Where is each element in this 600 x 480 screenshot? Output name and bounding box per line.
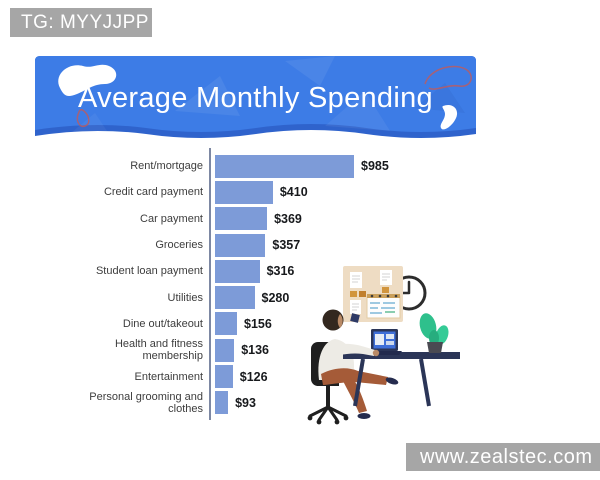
category-label: Dine out/takeout <box>122 317 203 330</box>
bar-row: Utilities $280 <box>57 284 477 310</box>
category-label: Rent/mortgage <box>130 160 203 173</box>
value-label: $985 <box>361 159 389 174</box>
website-badge: www.zealstec.com <box>406 443 600 471</box>
banner-triangle-decoration <box>415 83 465 113</box>
person-leg-crossed <box>321 368 388 385</box>
value-label: $316 <box>266 264 295 279</box>
category-label: Entertainment <box>134 370 203 383</box>
value-label: $410 <box>279 185 308 200</box>
chart-axis-line <box>209 148 211 420</box>
bar-row: Student loan payment $316 <box>57 258 477 284</box>
desk-icon <box>343 352 460 407</box>
bar-row: Entertainment $126 <box>57 363 477 389</box>
value-label: $136 <box>241 343 269 358</box>
banner-wave-main <box>35 56 476 132</box>
person-figure <box>318 309 399 419</box>
bar <box>215 233 266 257</box>
person-shoe <box>357 413 371 419</box>
category-label: Personal grooming and clothes <box>89 390 203 415</box>
desk-illustration <box>307 266 460 425</box>
banner-blob-decoration <box>58 64 117 96</box>
bar <box>215 207 268 231</box>
value-label: $357 <box>272 238 301 253</box>
bar <box>215 365 233 389</box>
banner-doodle-decoration <box>76 109 90 128</box>
bar <box>215 154 354 178</box>
category-label: Utilities <box>167 291 203 304</box>
bar-rows: Rent/mortgage $985 Credit card payment $410… <box>57 153 477 416</box>
bar-row: Dine out/takeout $156 <box>57 311 477 337</box>
value-label: $126 <box>239 369 268 384</box>
bar-row: Personal grooming and clothes $93 <box>57 390 477 416</box>
plant-icon <box>419 313 449 353</box>
banner-comma-decoration <box>440 104 458 130</box>
value-label: $93 <box>235 395 256 410</box>
value-label: $156 <box>244 316 272 331</box>
value-label: $280 <box>261 290 290 305</box>
value-label: $369 <box>274 211 302 226</box>
laptop-icon <box>367 329 402 355</box>
watermark-badge: TG: MYYJJPP <box>10 8 152 37</box>
bar <box>215 259 260 283</box>
bar <box>215 338 235 362</box>
category-label: Student loan payment <box>95 265 203 278</box>
bar <box>215 286 255 310</box>
banner-triangle-decoration <box>325 91 390 131</box>
page-title: Average Monthly Spending <box>78 82 433 114</box>
person-arm <box>325 343 380 358</box>
banner-doodle-decoration <box>424 65 472 90</box>
category-label: Groceries <box>155 239 203 252</box>
bar <box>215 391 229 415</box>
category-label: Car payment <box>140 212 203 225</box>
banner-triangle-decoration <box>175 76 240 116</box>
bar-row: Car payment $369 <box>57 206 477 232</box>
category-label: Health and fitness membership <box>114 338 203 363</box>
person-shoe <box>385 377 399 385</box>
bar-row: Rent/mortgage $985 <box>57 153 477 179</box>
bar <box>215 312 237 336</box>
title-banner: Average Monthly Spending <box>35 56 476 144</box>
pin-board-icon <box>343 266 403 323</box>
person-face <box>337 314 343 328</box>
bar-row: Groceries $357 <box>57 232 477 258</box>
bar-chart: Rent/mortgage $985 Credit card payment $410… <box>57 153 477 416</box>
bar-row: Health and fitness membership $136 <box>57 337 477 363</box>
bar <box>215 180 273 204</box>
category-label: Credit card payment <box>103 186 203 199</box>
person-head <box>322 309 344 331</box>
bar-row: Credit card payment $410 <box>57 179 477 205</box>
banner-triangle-decoration <box>285 56 335 86</box>
banner-background <box>35 56 476 138</box>
